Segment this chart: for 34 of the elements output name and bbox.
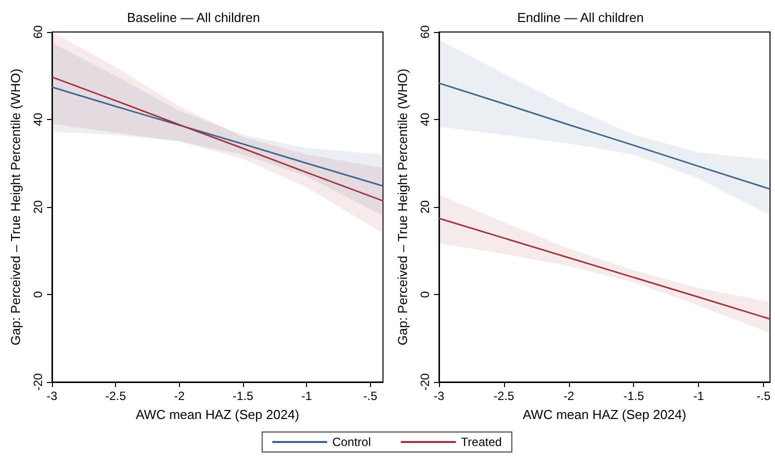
y-tick-label: -20 — [418, 373, 432, 391]
x-tick-label: -2.5 — [105, 389, 126, 403]
x-tick-label: -1 — [301, 389, 312, 403]
y-tick-label: 60 — [418, 25, 432, 39]
chart-title: Endline — All children — [517, 10, 644, 25]
x-tick-label: -1.5 — [232, 389, 254, 403]
x-axis-title: AWC mean HAZ (Sep 2024) — [522, 407, 686, 422]
y-axis-title: Gap: Perceived – True Height Percentile (WHO) — [8, 68, 23, 346]
legend-label: Control — [332, 435, 371, 449]
y-tick-label: -20 — [31, 373, 45, 391]
chart-title: Baseline — All children — [127, 10, 260, 25]
line-series — [51, 76, 384, 202]
x-tick-label: -3 — [46, 389, 58, 403]
x-tick-label: -.5 — [363, 389, 378, 403]
x-axis-title: AWC mean HAZ (Sep 2024) — [136, 407, 300, 422]
y-tick-label: 20 — [418, 200, 432, 214]
y-tick-label: 0 — [31, 290, 45, 298]
x-tick-label: -2 — [563, 389, 574, 403]
y-tick-label: 60 — [31, 25, 45, 39]
line-series — [438, 82, 771, 190]
legend-label: Treated — [460, 435, 502, 449]
x-tick-label: -1 — [693, 389, 704, 403]
y-axis-title: Gap: Perceived – True Height Percentile (WHO) — [395, 68, 410, 346]
y-tick-label: 40 — [418, 112, 432, 126]
x-tick-label: -2.5 — [494, 389, 515, 403]
line-series — [51, 86, 384, 187]
x-tick-label: -.5 — [756, 389, 771, 403]
x-tick-label: -2 — [174, 389, 185, 403]
x-tick-label: -3 — [434, 389, 445, 403]
line-series — [438, 218, 771, 320]
x-tick-label: -1.5 — [623, 389, 644, 403]
y-tick-label: 20 — [31, 200, 45, 214]
y-tick-label: 0 — [418, 290, 432, 298]
y-tick-label: 40 — [31, 112, 45, 126]
